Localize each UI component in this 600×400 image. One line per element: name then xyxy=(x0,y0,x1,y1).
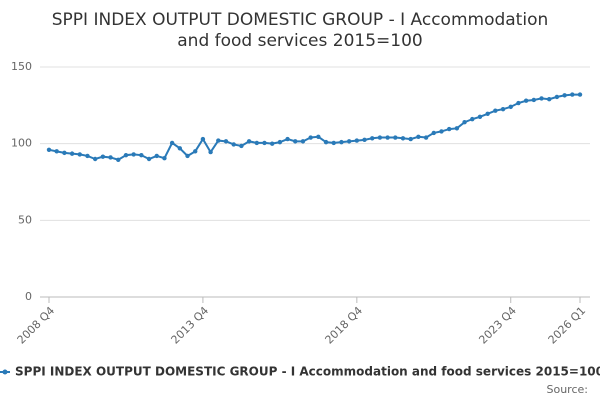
data-point xyxy=(523,98,529,103)
data-point xyxy=(239,143,244,149)
data-point xyxy=(285,136,290,142)
data-point xyxy=(508,104,513,110)
legend-marker xyxy=(2,369,8,375)
y-tick-label: 100 xyxy=(11,137,32,150)
data-point xyxy=(216,138,221,143)
data-point xyxy=(485,111,490,116)
data-point xyxy=(493,108,498,113)
data-point xyxy=(346,139,352,144)
data-point xyxy=(46,147,52,152)
data-point xyxy=(323,139,329,145)
series-line xyxy=(48,93,580,161)
data-point xyxy=(100,154,106,159)
chart-title: and food services 2015=100 xyxy=(177,31,422,51)
data-point xyxy=(370,136,375,141)
data-point xyxy=(408,136,413,142)
data-point xyxy=(77,152,82,157)
data-point xyxy=(385,135,390,140)
y-tick-label: 0 xyxy=(25,290,32,303)
data-point xyxy=(562,93,567,98)
data-point xyxy=(439,129,444,134)
data-point xyxy=(446,126,452,132)
data-point xyxy=(54,149,59,154)
data-point xyxy=(131,152,136,157)
data-point xyxy=(539,96,544,101)
data-point xyxy=(269,141,275,146)
data-point xyxy=(554,94,560,100)
data-point xyxy=(139,152,144,158)
data-point xyxy=(116,157,121,162)
data-point xyxy=(547,97,552,102)
x-tick-label: 2018 Q4 xyxy=(323,304,366,347)
data-point xyxy=(423,135,429,140)
legend-label: SPPI INDEX OUTPUT DOMESTIC GROUP - I Acc… xyxy=(15,365,600,379)
x-tick-label: 2008 Q4 xyxy=(15,304,58,347)
data-point xyxy=(162,156,167,161)
data-point xyxy=(154,153,159,159)
data-point xyxy=(362,137,367,143)
data-point xyxy=(193,149,198,154)
data-point xyxy=(69,151,75,156)
y-tick-label: 150 xyxy=(11,60,32,73)
data-point xyxy=(470,116,475,122)
x-tick-label: 2013 Q4 xyxy=(169,304,212,347)
data-point xyxy=(92,156,98,162)
data-point xyxy=(208,149,213,155)
x-tick-label: 2023 Q4 xyxy=(476,304,519,347)
data-point xyxy=(316,134,321,139)
data-point xyxy=(300,139,306,144)
data-point xyxy=(570,92,575,97)
data-point xyxy=(246,139,252,144)
data-point xyxy=(331,140,336,146)
x-tick-label: 2026 Q1 xyxy=(546,304,589,347)
data-point xyxy=(277,139,283,145)
data-point xyxy=(185,153,190,159)
data-point xyxy=(354,138,360,143)
data-point xyxy=(146,156,152,162)
data-point xyxy=(339,139,344,145)
data-point xyxy=(123,152,129,158)
data-point xyxy=(377,135,383,140)
data-point xyxy=(393,135,398,140)
source: Source: xyxy=(547,383,589,396)
y-tick-label: 50 xyxy=(18,213,32,226)
data-point xyxy=(231,142,236,147)
data-point xyxy=(416,134,421,139)
data-point xyxy=(223,139,229,144)
data-point xyxy=(516,100,521,106)
data-point xyxy=(454,126,460,131)
data-point xyxy=(262,140,267,146)
data-point xyxy=(177,146,183,151)
data-point xyxy=(254,140,259,146)
data-point xyxy=(577,92,583,97)
data-point xyxy=(531,97,537,103)
data-point xyxy=(308,135,313,140)
data-point xyxy=(500,106,506,112)
data-point xyxy=(169,140,175,146)
data-point xyxy=(200,136,206,142)
data-point xyxy=(62,150,67,156)
data-point xyxy=(477,114,483,120)
data-point xyxy=(108,155,113,160)
chart-title: SPPI INDEX OUTPUT DOMESTIC GROUP - I Acc… xyxy=(52,10,549,30)
data-point xyxy=(462,120,467,125)
data-point xyxy=(293,139,298,144)
data-point xyxy=(431,130,436,136)
data-point xyxy=(85,153,90,159)
data-point xyxy=(400,136,406,141)
